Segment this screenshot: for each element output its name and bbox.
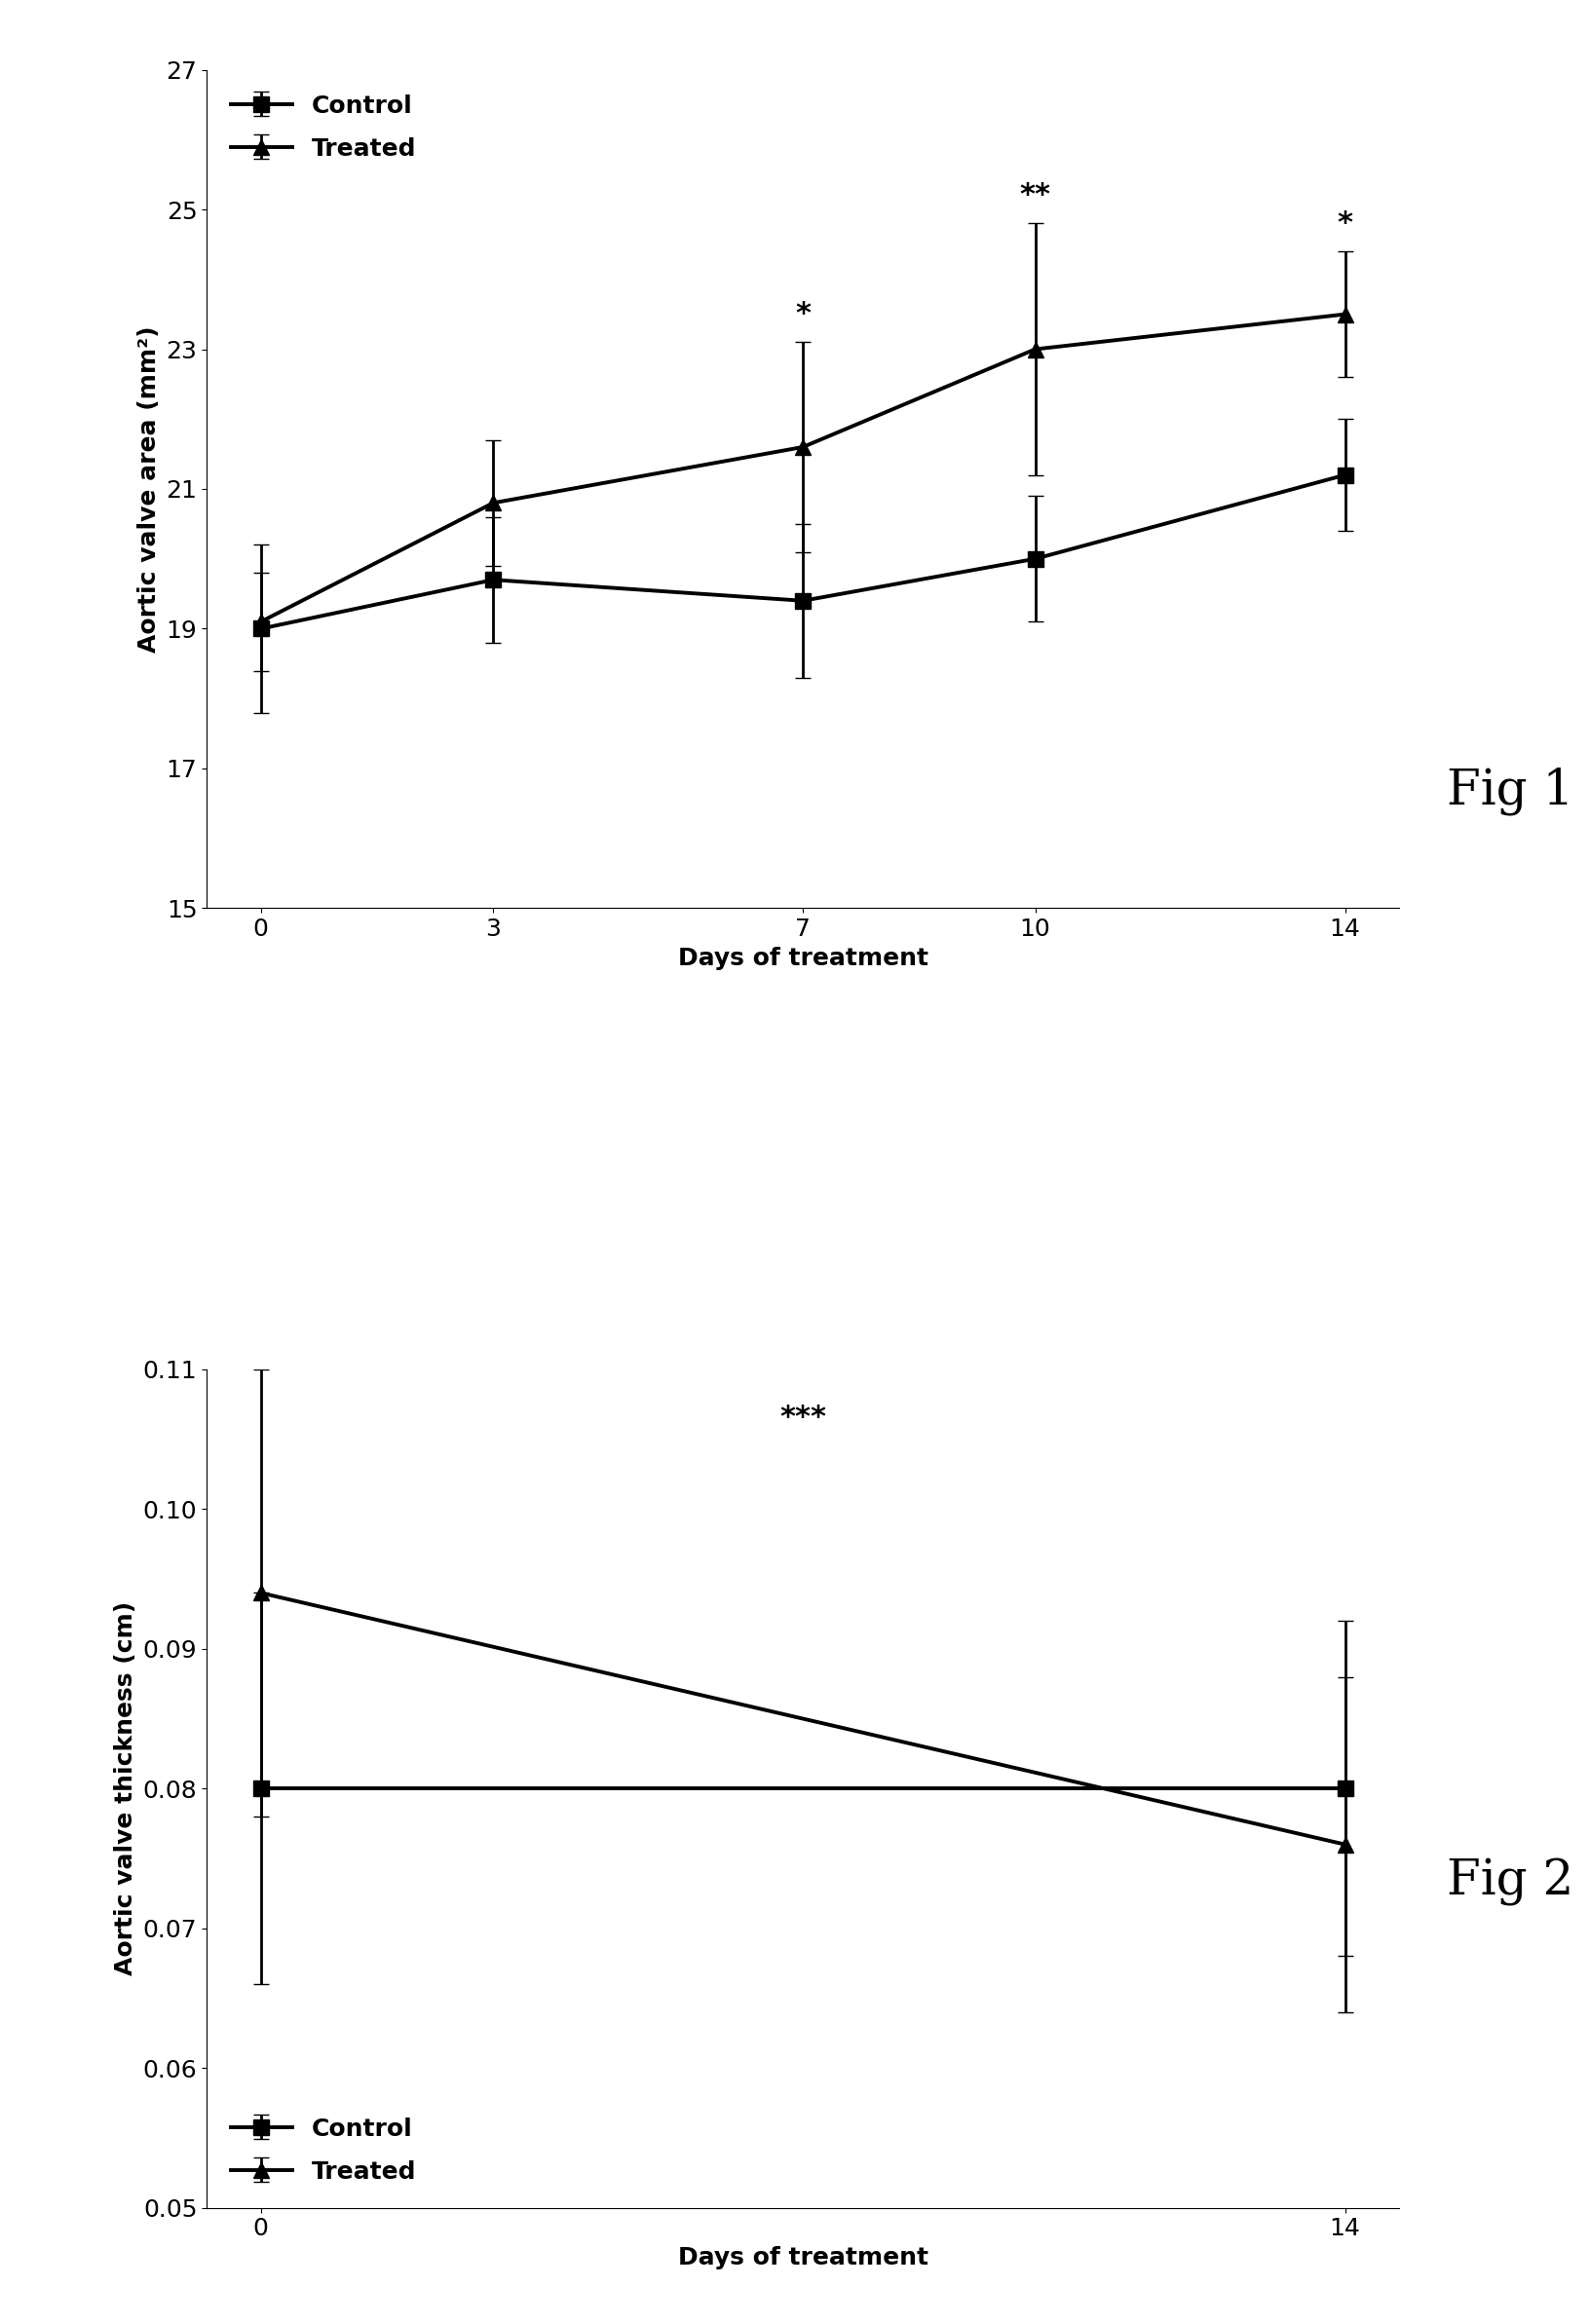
Legend: Control, Treated: Control, Treated <box>219 2106 428 2196</box>
Legend: Control, Treated: Control, Treated <box>219 81 428 172</box>
Text: ***: *** <box>779 1404 827 1432</box>
Y-axis label: Aortic valve thickness (cm): Aortic valve thickness (cm) <box>114 1601 137 1975</box>
X-axis label: Days of treatment: Days of treatment <box>677 946 929 969</box>
Text: Fig 2: Fig 2 <box>1447 1857 1574 1906</box>
Text: *: * <box>1337 209 1353 237</box>
Y-axis label: Aortic valve area (mm²): Aortic valve area (mm²) <box>137 325 161 653</box>
X-axis label: Days of treatment: Days of treatment <box>677 2245 929 2271</box>
Text: *: * <box>795 300 811 328</box>
Text: **: ** <box>1019 181 1051 209</box>
Text: Fig 1: Fig 1 <box>1447 767 1574 816</box>
